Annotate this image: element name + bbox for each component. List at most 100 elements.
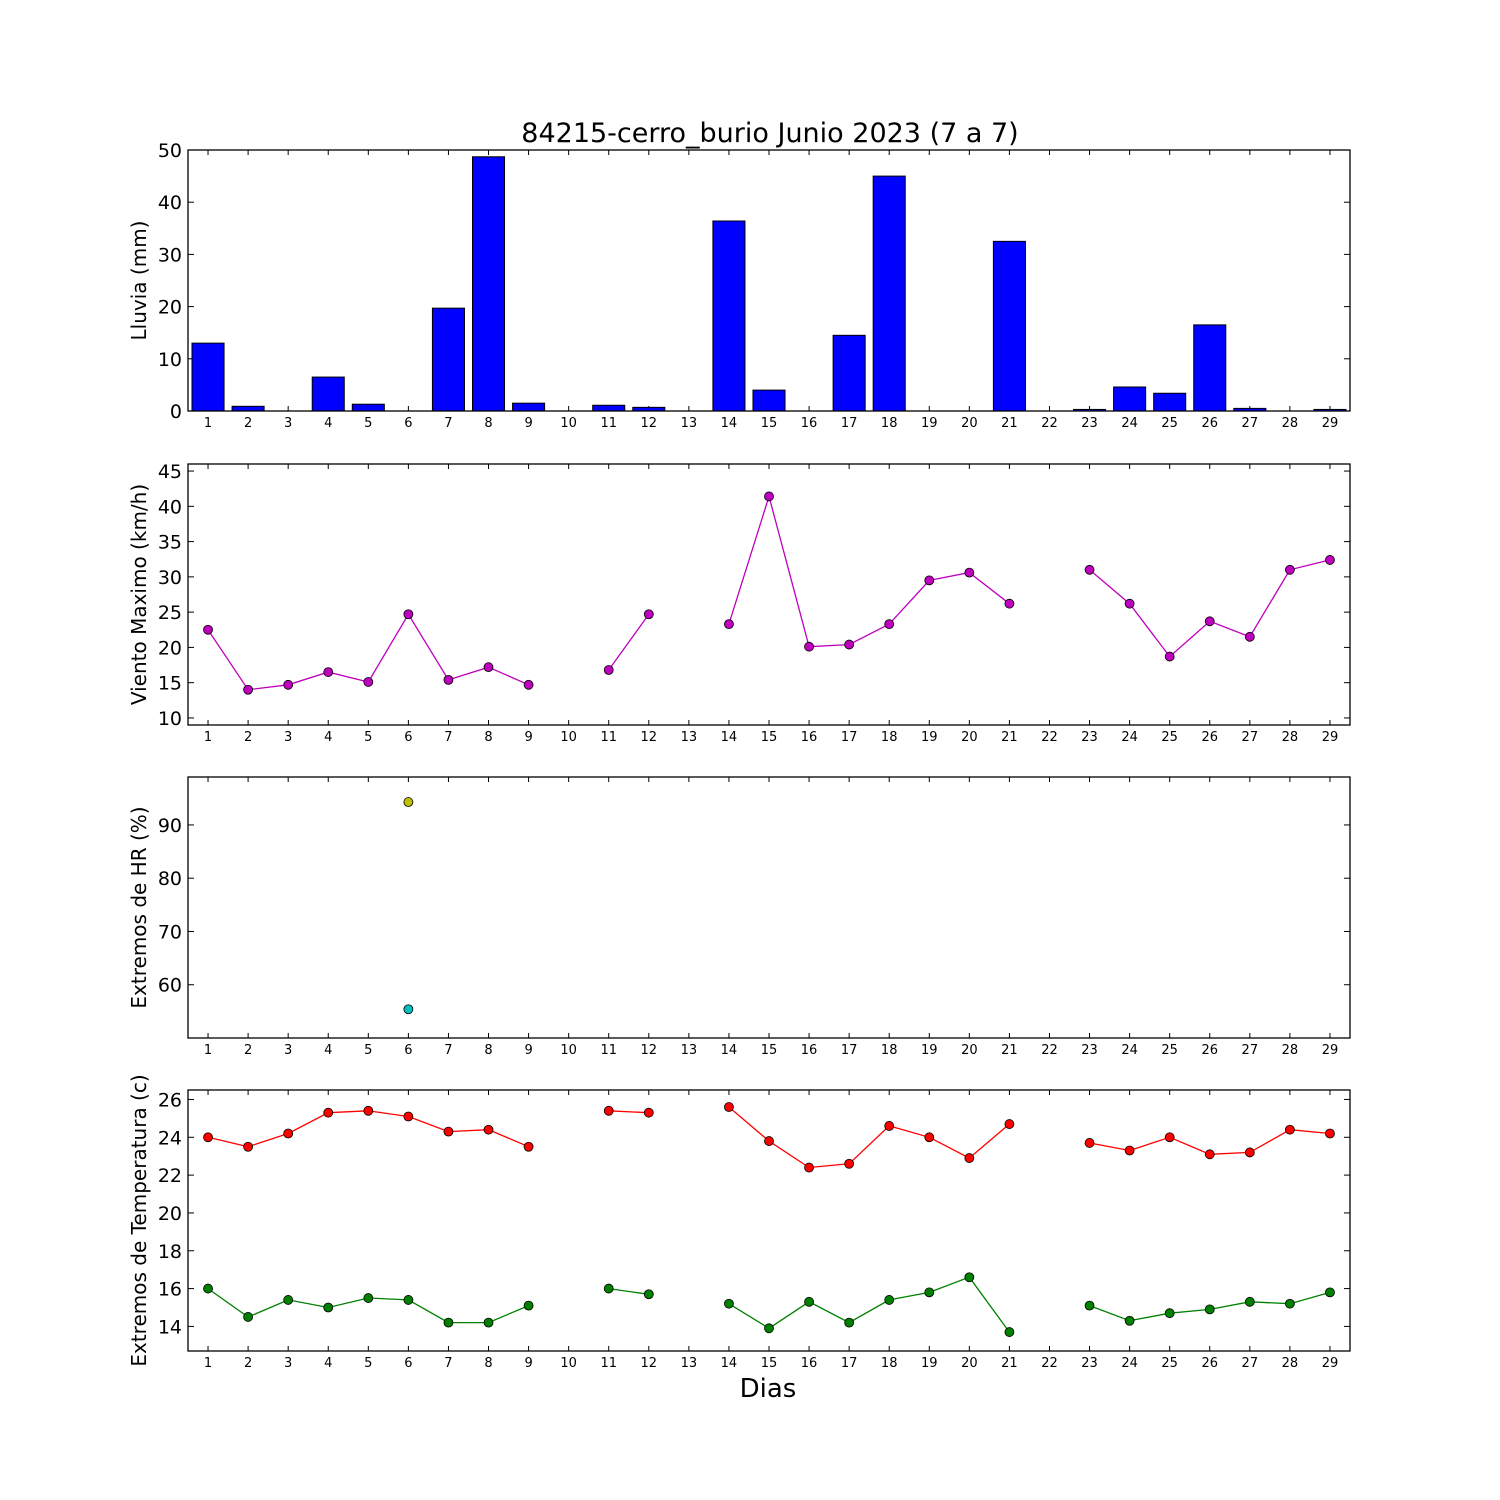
data-point	[483, 1124, 494, 1135]
data-point	[603, 665, 614, 675]
x-tick-label: 8	[484, 1356, 492, 1371]
x-tick-label: 27	[1242, 1356, 1259, 1371]
x-tick-label: 5	[364, 1356, 372, 1371]
data-point	[724, 1102, 734, 1112]
rain-bar	[191, 342, 225, 412]
data-point	[1244, 631, 1255, 642]
x-tick-label: 15	[761, 1356, 778, 1371]
x-tick-label: 17	[841, 1043, 858, 1058]
x-tick-label: 6	[404, 416, 412, 431]
rain-bar	[992, 240, 1026, 412]
data-point	[764, 491, 774, 502]
rain-bar	[471, 156, 506, 412]
x-tick-label: 27	[1242, 416, 1259, 431]
data-point	[844, 1317, 855, 1328]
x-tick-label: 23	[1081, 416, 1098, 431]
data-point	[964, 1153, 975, 1163]
x-tick-label: 6	[404, 1356, 412, 1371]
data-point	[403, 1004, 414, 1015]
x-tick-label: 1	[204, 730, 212, 745]
data-point	[1124, 1315, 1135, 1326]
data-point	[804, 1296, 814, 1307]
y-tick-label: 30	[158, 244, 182, 266]
y-tick-label: 22	[158, 1165, 182, 1187]
data-point	[804, 1162, 814, 1173]
data-point	[884, 1121, 895, 1131]
x-tick-label: 19	[921, 1356, 938, 1371]
y-tick-label: 24	[158, 1127, 182, 1149]
y-tick-label: 16	[158, 1279, 182, 1301]
x-tick-label: 13	[681, 730, 698, 745]
x-tick-label: 9	[524, 730, 532, 745]
x-tick-label: 2	[244, 1356, 252, 1371]
data-point	[884, 1295, 895, 1305]
x-tick-label: 2	[244, 1043, 252, 1058]
data-point	[643, 609, 654, 620]
data-point	[884, 619, 895, 630]
data-point	[1084, 1300, 1095, 1311]
y-tick-label: 10	[158, 349, 182, 371]
data-point	[844, 639, 855, 650]
y-axis-label: Extremos de Temperatura (c)	[127, 1074, 151, 1366]
x-tick-label: 3	[284, 1356, 292, 1371]
rain-bar	[592, 404, 626, 412]
x-tick-label: 1	[204, 1356, 212, 1371]
rain-bar	[712, 220, 746, 412]
x-tick-label: 29	[1322, 1356, 1339, 1371]
x-tick-label: 28	[1282, 1356, 1299, 1371]
rain-bar	[512, 402, 546, 412]
x-tick-label: 28	[1282, 416, 1299, 431]
x-tick-label: 13	[681, 416, 698, 431]
x-tick-label: 26	[1201, 1043, 1218, 1058]
data-point	[1284, 1298, 1295, 1309]
x-tick-label: 11	[600, 1356, 617, 1371]
y-tick-label: 80	[158, 868, 182, 890]
x-tick-label: 12	[641, 730, 658, 745]
x-tick-label: 11	[600, 730, 617, 745]
panel-1: 1 2 3 4 5 6 7 8 9 10 11 12 13 14 15 16 17 18 19 20 21 22 23 24 2…	[127, 140, 1351, 431]
x-tick-label: 22	[1041, 416, 1058, 431]
figure-title: 84215-cerro_burio Junio 2023 (7 a 7)	[521, 118, 1018, 149]
data-point	[603, 1105, 614, 1116]
x-tick-label: 17	[841, 416, 858, 431]
data-point	[844, 1158, 855, 1169]
series-line	[608, 1287, 649, 1295]
x-tick-label: 24	[1121, 1356, 1138, 1371]
data-point	[403, 797, 414, 807]
data-point	[1204, 616, 1215, 627]
x-tick-label: 7	[444, 1356, 452, 1371]
x-tick-label: 27	[1242, 730, 1259, 745]
x-tick-label: 19	[921, 730, 938, 745]
y-tick-label: 45	[158, 461, 182, 483]
data-point	[1164, 1132, 1175, 1143]
x-tick-label: 28	[1282, 1043, 1299, 1058]
data-point	[323, 1107, 334, 1118]
x-tick-label: 26	[1201, 730, 1218, 745]
x-tick-label: 18	[881, 1043, 898, 1058]
x-tick-label: 18	[881, 416, 898, 431]
data-point	[1284, 1124, 1295, 1135]
x-tick-label: 22	[1041, 730, 1058, 745]
x-tick-label: 16	[801, 1356, 818, 1371]
y-tick-label: 60	[158, 975, 182, 997]
x-tick-label: 4	[324, 730, 332, 745]
x-tick-label: 24	[1121, 730, 1138, 745]
x-tick-label: 15	[761, 730, 778, 745]
data-point	[443, 1126, 454, 1137]
x-tick-label: 23	[1081, 1043, 1098, 1058]
x-tick-label: 10	[560, 1043, 577, 1058]
x-tick-label: 6	[404, 730, 412, 745]
data-point	[203, 624, 213, 635]
data-point	[643, 1107, 654, 1118]
x-tick-label: 24	[1121, 1043, 1138, 1058]
x-tick-label: 21	[1001, 1043, 1018, 1058]
data-point	[203, 1132, 213, 1143]
x-tick-label: 9	[524, 1043, 532, 1058]
data-point	[1004, 1119, 1015, 1129]
x-tick-label: 5	[364, 1043, 372, 1058]
y-tick-label: 26	[158, 1089, 182, 1111]
series-line	[728, 1106, 1010, 1169]
y-axis-label: Viento Maximo (km/h)	[127, 484, 151, 705]
x-tick-label: 5	[364, 730, 372, 745]
x-tick-label: 23	[1081, 730, 1098, 745]
